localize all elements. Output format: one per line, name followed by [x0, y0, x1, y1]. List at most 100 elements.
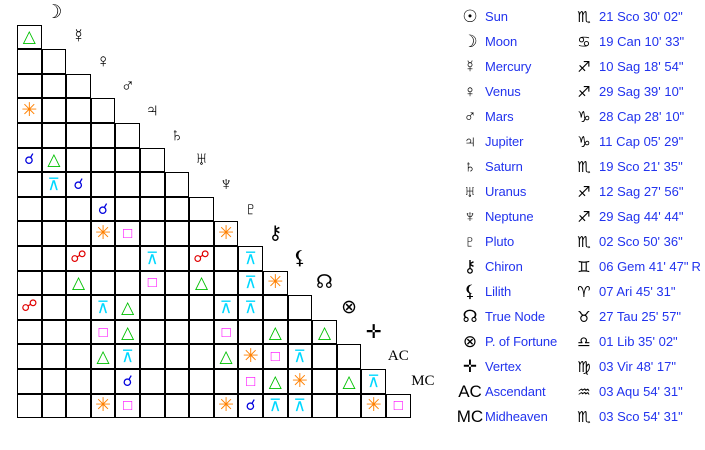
- aspect-cell-13-11[interactable]: [287, 319, 313, 345]
- aspect-cell-10-7[interactable]: ☍: [189, 246, 214, 271]
- aspect-cell-9-3[interactable]: ✳: [90, 221, 116, 246]
- aspect-cell-13-0[interactable]: [17, 319, 42, 345]
- aspect-cell-14-7[interactable]: [189, 344, 214, 369]
- position-row[interactable]: ♃ Jupiter ♑ 11 Cap 05' 29": [455, 129, 705, 154]
- aspect-cell-16-8[interactable]: ✳: [213, 393, 239, 419]
- aspect-cell-16-5[interactable]: [140, 393, 165, 419]
- aspect-cell-10-1[interactable]: [41, 246, 67, 271]
- position-row[interactable]: ✛ Vertex ♍ 03 Vir 48' 17": [455, 354, 705, 379]
- aspect-cell-13-6[interactable]: [164, 319, 190, 345]
- aspect-cell-14-6[interactable]: [164, 344, 190, 369]
- aspect-cell-15-6[interactable]: [164, 369, 190, 394]
- aspect-cell-12-6[interactable]: [164, 295, 190, 320]
- position-row[interactable]: ♆ Neptune ♐ 29 Sag 44' 44": [455, 204, 705, 229]
- aspect-cell-16-12[interactable]: [312, 393, 337, 419]
- aspect-cell-14-9[interactable]: ✳: [238, 344, 263, 369]
- aspect-cell-14-8[interactable]: △: [213, 344, 239, 369]
- aspect-cell-6-5[interactable]: [140, 147, 165, 173]
- aspect-cell-16-13[interactable]: [336, 393, 362, 419]
- aspect-cell-11-4[interactable]: [115, 270, 140, 296]
- aspect-cell-11-3[interactable]: [90, 270, 116, 296]
- aspect-cell-7-4[interactable]: [115, 172, 140, 197]
- aspect-cell-11-9[interactable]: ⊼: [238, 270, 263, 296]
- aspect-cell-10-3[interactable]: [90, 246, 116, 271]
- aspect-cell-6-2[interactable]: [66, 147, 91, 173]
- aspect-cell-12-10[interactable]: [263, 295, 288, 320]
- position-row[interactable]: ☿ Mercury ♐ 10 Sag 18' 54": [455, 54, 705, 79]
- aspect-cell-12-3[interactable]: ⊼: [90, 295, 116, 320]
- aspect-cell-8-6[interactable]: [164, 196, 190, 222]
- aspect-cell-3-0[interactable]: [17, 73, 42, 99]
- aspect-cell-14-11[interactable]: ⊼: [287, 344, 313, 369]
- aspect-cell-10-5[interactable]: ⊼: [140, 246, 165, 271]
- aspect-cell-5-1[interactable]: [41, 123, 67, 148]
- aspect-cell-8-4[interactable]: [115, 196, 140, 222]
- aspect-cell-12-5[interactable]: [140, 295, 165, 320]
- aspect-cell-15-5[interactable]: [140, 369, 165, 394]
- aspect-cell-12-11[interactable]: [287, 295, 313, 320]
- position-row[interactable]: ⚸ Lilith ♈ 07 Ari 45' 31": [455, 279, 705, 304]
- position-row[interactable]: AC Ascendant ♒ 03 Aqu 54' 31": [455, 379, 705, 404]
- aspect-cell-11-0[interactable]: [17, 270, 42, 296]
- aspect-cell-14-5[interactable]: [140, 344, 165, 369]
- aspect-cell-13-12[interactable]: △: [312, 319, 337, 345]
- position-row[interactable]: ♀ Venus ♐ 29 Sag 39' 10": [455, 79, 705, 104]
- aspect-cell-12-0[interactable]: ☍: [17, 295, 42, 320]
- position-row[interactable]: ⚷ Chiron ♊ 06 Gem 41' 47" R: [455, 254, 705, 279]
- aspect-cell-14-10[interactable]: □: [263, 344, 288, 369]
- aspect-cell-7-6[interactable]: [164, 172, 190, 197]
- aspect-cell-13-4[interactable]: △: [115, 319, 140, 345]
- aspect-cell-11-7[interactable]: △: [189, 270, 214, 296]
- position-row[interactable]: ⊗ P. of Fortune ♎ 01 Lib 35' 02": [455, 329, 705, 354]
- aspect-cell-15-4[interactable]: ☌: [115, 369, 140, 394]
- aspect-cell-2-0[interactable]: [17, 49, 42, 74]
- aspect-cell-11-8[interactable]: [213, 270, 239, 296]
- aspect-cell-12-4[interactable]: △: [115, 295, 140, 320]
- aspect-cell-16-3[interactable]: ✳: [90, 393, 116, 419]
- aspect-cell-16-0[interactable]: [17, 393, 42, 419]
- aspect-cell-12-8[interactable]: ⊼: [213, 295, 239, 320]
- aspect-cell-8-0[interactable]: [17, 196, 42, 222]
- aspect-cell-7-2[interactable]: ☌: [66, 172, 91, 197]
- aspect-cell-4-1[interactable]: [41, 98, 67, 123]
- aspect-cell-15-13[interactable]: △: [336, 369, 362, 394]
- aspect-cell-8-7[interactable]: [189, 196, 214, 222]
- aspect-cell-14-12[interactable]: [312, 344, 337, 369]
- aspect-cell-9-7[interactable]: [189, 221, 214, 246]
- aspect-cell-10-0[interactable]: [17, 246, 42, 271]
- aspect-cell-4-2[interactable]: [66, 98, 91, 123]
- aspect-cell-9-6[interactable]: [164, 221, 190, 246]
- aspect-cell-5-2[interactable]: [66, 123, 91, 148]
- aspect-cell-16-1[interactable]: [41, 393, 67, 419]
- aspect-cell-13-5[interactable]: [140, 319, 165, 345]
- aspect-cell-4-3[interactable]: [90, 98, 116, 123]
- aspect-cell-15-2[interactable]: [66, 369, 91, 394]
- aspect-cell-13-7[interactable]: [189, 319, 214, 345]
- aspect-cell-15-1[interactable]: [41, 369, 67, 394]
- aspect-cell-6-0[interactable]: ☌: [17, 147, 42, 173]
- position-row[interactable]: MC Midheaven ♏ 03 Sco 54' 31": [455, 404, 705, 429]
- aspect-cell-7-3[interactable]: [90, 172, 116, 197]
- position-row[interactable]: ♇ Pluto ♏ 02 Sco 50' 36": [455, 229, 705, 254]
- aspect-cell-10-2[interactable]: ☍: [66, 246, 91, 271]
- aspect-cell-14-1[interactable]: [41, 344, 67, 369]
- aspect-cell-8-2[interactable]: [66, 196, 91, 222]
- aspect-cell-16-6[interactable]: [164, 393, 190, 419]
- aspect-cell-10-4[interactable]: [115, 246, 140, 271]
- aspect-cell-16-4[interactable]: □: [115, 393, 140, 419]
- aspect-cell-11-2[interactable]: △: [66, 270, 91, 296]
- aspect-cell-15-14[interactable]: ⊼: [361, 369, 386, 394]
- aspect-cell-10-6[interactable]: [164, 246, 190, 271]
- position-row[interactable]: ♄ Saturn ♏ 19 Sco 21' 35": [455, 154, 705, 179]
- aspect-cell-15-12[interactable]: [312, 369, 337, 394]
- aspect-cell-15-7[interactable]: [189, 369, 214, 394]
- aspect-cell-11-1[interactable]: [41, 270, 67, 296]
- aspect-cell-15-8[interactable]: [213, 369, 239, 394]
- aspect-cell-5-4[interactable]: [115, 123, 140, 148]
- position-row[interactable]: ♅ Uranus ♐ 12 Sag 27' 56": [455, 179, 705, 204]
- aspect-cell-14-3[interactable]: △: [90, 344, 116, 369]
- aspect-cell-9-8[interactable]: ✳: [213, 221, 239, 246]
- aspect-cell-15-3[interactable]: [90, 369, 116, 394]
- aspect-cell-7-0[interactable]: [17, 172, 42, 197]
- aspect-cell-16-9[interactable]: ☌: [238, 393, 263, 419]
